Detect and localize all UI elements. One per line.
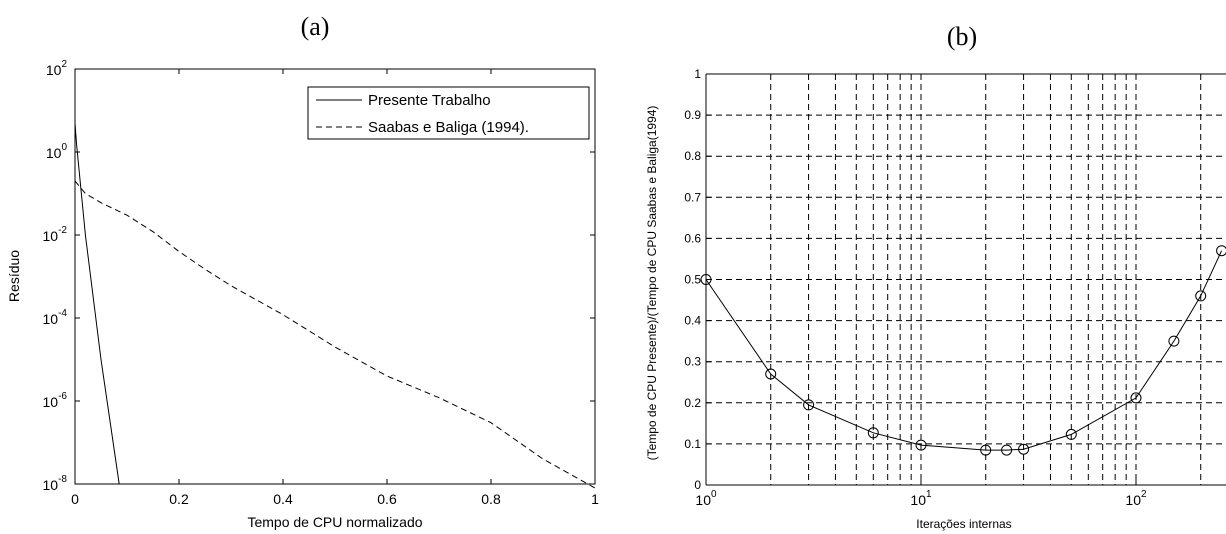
chart-b-y-tick-label: 1 (694, 67, 701, 81)
chart-b-y-tick-label: 0.7 (684, 190, 701, 204)
chart-a-series-group (74, 122, 596, 489)
chart-b-x-tick-label: 102 (1125, 489, 1147, 508)
legend-box (307, 86, 590, 140)
chart-b-y-tick-label: 0.9 (684, 108, 701, 122)
chart-a-x-tick-label: 0.6 (377, 491, 397, 507)
chart-a-x-tick-label: 0 (71, 491, 79, 507)
chart-b-y-ticks: 0 0.1 0.2 0.3 0.4 0.5 0.6 0.7 0.8 0.9 1 (684, 67, 711, 492)
chart-a-y-tick-label: 100 (46, 142, 68, 161)
chart-b-data-point (1216, 245, 1226, 257)
chart-b-y-tick-label: 0.5 (684, 273, 701, 287)
chart-b-data-point (803, 399, 815, 411)
chart-a-x-ticks: 0 0.2 0.4 0.6 0.8 1 (71, 69, 599, 507)
chart-b-data-point (915, 439, 927, 451)
chart-b-data-point (765, 368, 777, 380)
chart-a-x-tick-label: 0.2 (169, 491, 189, 507)
chart-a-y-tick-label: 10-8 (43, 474, 68, 493)
chart-a-legend: Presente Trabalho Saabas e Baliga (1994)… (307, 86, 590, 140)
chart-a-series-line-2 (74, 180, 596, 489)
chart-b-y-tick-label: 0.1 (684, 437, 701, 451)
chart-b-y-tick-label: 0.6 (684, 231, 701, 245)
panel-b-label: (b) (947, 22, 977, 51)
chart-a-y-axis-title: Resíduo (6, 250, 22, 302)
panel-a-label: (a) (301, 12, 330, 41)
chart-a-y-tick-label: 10-4 (43, 308, 68, 327)
chart-b-y-tick-label: 0.4 (684, 314, 701, 328)
chart-a-y-tick-label: 102 (46, 59, 68, 78)
chart-a-series-line-1 (74, 122, 120, 485)
chart-b-data-point (1001, 444, 1013, 456)
chart-b-data-point (1065, 428, 1077, 440)
chart-b-data-point (1018, 443, 1030, 455)
chart-b-series-group (700, 245, 1226, 456)
chart-b-data-point (867, 427, 879, 439)
chart-a-y-tick-label: 10-2 (43, 225, 68, 244)
chart-b-x-tick-label: 101 (910, 489, 932, 508)
chart-b-y-tick-label: 0.2 (684, 396, 701, 410)
chart-b-data-point (1195, 290, 1207, 302)
chart-a-x-tick-label: 0.8 (481, 491, 501, 507)
chart-b-x-ticks: 100 101 102 (695, 480, 1147, 508)
chart-b: (b) 100 101 102 00.10.20.30.40.50.60.70.80… (645, 22, 1226, 531)
chart-b-y-tick-label: 0.3 (684, 355, 701, 369)
chart-a-y-tick-label: 10-6 (43, 391, 68, 410)
chart-a-x-axis-title: Tempo de CPU normalizado (247, 514, 422, 530)
chart-b-y-tick-label: 0 (694, 478, 701, 492)
chart-a: (a) 0 0.2 0.4 0.6 0.8 1 102 100 10-2 10-4 10-6 10-… (6, 12, 599, 530)
chart-b-x-tick-label: 100 (695, 489, 717, 508)
chart-b-x-axis-title: Iterações internas (916, 517, 1011, 531)
chart-b-grid (706, 73, 1226, 485)
chart-a-x-tick-label: 1 (591, 491, 599, 507)
chart-b-y-axis-title: (Tempo de CPU Presente)/(Tempo de CPU Sa… (645, 106, 659, 461)
chart-b-data-point (1130, 392, 1142, 404)
chart-b-data-point (980, 444, 992, 456)
legend-label-saabas-baliga: Saabas e Baliga (1994). (368, 119, 529, 136)
legend-label-presente-trabalho: Presente Trabalho (368, 92, 491, 109)
chart-a-y-ticks: 102 100 10-2 10-4 10-6 10-8 (43, 59, 595, 493)
chart-b-series-line-1 (705, 250, 1223, 451)
chart-b-y-tick-label: 0.8 (684, 149, 701, 163)
chart-a-x-tick-label: 0.4 (273, 491, 293, 507)
chart-b-data-point (1168, 335, 1180, 347)
